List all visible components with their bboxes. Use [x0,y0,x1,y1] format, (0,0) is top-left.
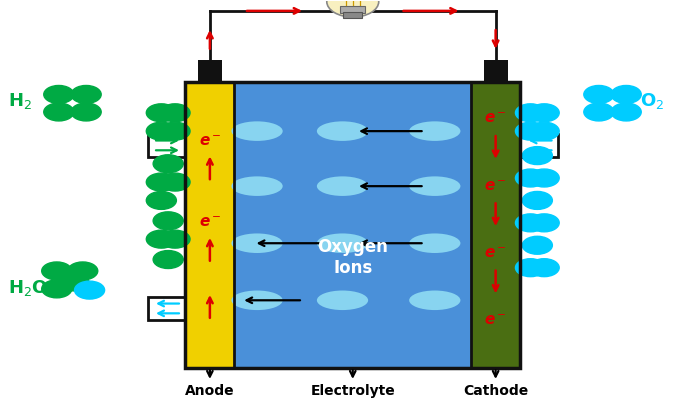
Circle shape [44,103,74,121]
Circle shape [522,146,552,164]
Bar [148,134,185,157]
Circle shape [153,212,183,230]
Text: Electrolyte: Electrolyte [310,384,395,398]
Bar [234,82,471,368]
Ellipse shape [409,121,460,141]
Bar [520,134,558,157]
Circle shape [147,104,176,122]
Circle shape [44,85,74,103]
Text: e$^-$: e$^-$ [484,246,507,261]
Circle shape [529,214,559,232]
Text: H$_2$O: H$_2$O [8,278,48,298]
Ellipse shape [409,234,460,253]
Circle shape [160,104,190,122]
Text: e$^-$: e$^-$ [199,216,221,230]
Circle shape [515,122,545,140]
Circle shape [59,273,89,291]
Circle shape [529,169,559,187]
Circle shape [611,85,641,103]
Circle shape [522,191,552,209]
Text: e$^-$: e$^-$ [484,313,507,328]
Text: e$^-$: e$^-$ [484,111,507,126]
Circle shape [515,259,545,276]
Ellipse shape [317,290,368,310]
Ellipse shape [409,290,460,310]
Circle shape [71,103,101,121]
Ellipse shape [232,290,283,310]
Circle shape [153,251,183,268]
Circle shape [75,281,105,299]
Text: e$^-$: e$^-$ [199,134,221,149]
Circle shape [584,103,614,121]
Text: Cathode: Cathode [463,384,528,398]
Bar [340,6,365,13]
Bar [343,12,362,18]
Bar [471,82,520,368]
Bar [198,60,222,82]
Circle shape [515,104,545,122]
Bar [148,297,185,320]
Circle shape [515,169,545,187]
Circle shape [42,262,72,280]
Circle shape [529,104,559,122]
Circle shape [522,236,552,254]
Circle shape [147,191,176,209]
Circle shape [147,122,176,140]
Ellipse shape [317,176,368,196]
Circle shape [160,122,190,140]
Text: H$_2$: H$_2$ [8,90,32,110]
Circle shape [42,280,72,298]
Circle shape [153,155,183,173]
Circle shape [529,259,559,276]
Text: Anode: Anode [185,384,235,398]
Circle shape [327,0,379,17]
Bar [185,82,520,368]
Circle shape [71,85,101,103]
Ellipse shape [409,176,460,196]
Circle shape [611,103,641,121]
Circle shape [147,173,176,191]
Bar [185,82,234,368]
Ellipse shape [232,121,283,141]
Circle shape [584,85,614,103]
Text: O$_2$: O$_2$ [640,90,664,110]
Text: Oxygen
Ions: Oxygen Ions [317,238,388,277]
Text: e$^-$: e$^-$ [484,179,507,193]
Ellipse shape [232,176,283,196]
Circle shape [529,122,559,140]
Circle shape [160,173,190,191]
Circle shape [515,214,545,232]
Circle shape [160,230,190,248]
Ellipse shape [317,234,368,253]
Circle shape [147,230,176,248]
Circle shape [68,262,98,280]
Ellipse shape [317,121,368,141]
Ellipse shape [232,234,283,253]
Bar [484,60,508,82]
